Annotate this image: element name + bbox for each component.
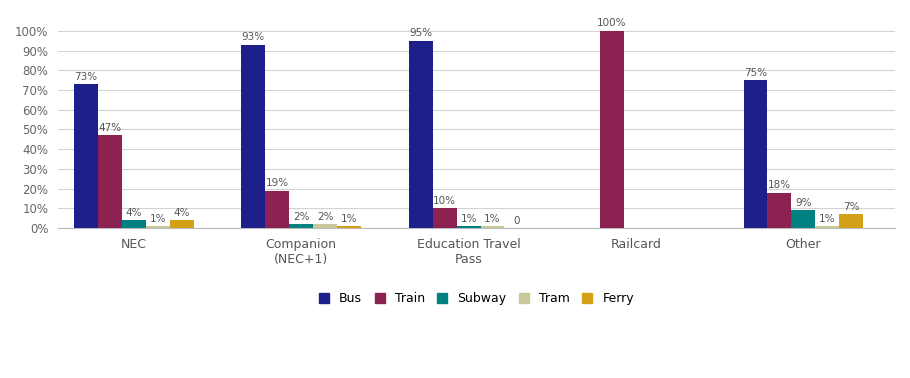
Text: 10%: 10%: [433, 196, 456, 206]
Bar: [74, 84, 98, 228]
Text: 1%: 1%: [460, 214, 477, 224]
Text: 75%: 75%: [744, 68, 767, 78]
Bar: [409, 41, 433, 228]
Text: 18%: 18%: [768, 180, 791, 190]
Text: 1%: 1%: [340, 214, 358, 224]
Text: 1%: 1%: [149, 214, 166, 224]
Bar: [480, 226, 504, 228]
Text: 4%: 4%: [126, 208, 142, 218]
Bar: [169, 220, 194, 228]
Text: 2%: 2%: [293, 212, 309, 222]
Text: 93%: 93%: [242, 32, 265, 42]
Text: 0: 0: [513, 216, 520, 226]
Bar: [792, 210, 815, 228]
Bar: [98, 135, 122, 228]
Text: 73%: 73%: [75, 72, 97, 82]
Bar: [122, 220, 146, 228]
Bar: [600, 31, 624, 228]
Bar: [313, 224, 337, 228]
Bar: [146, 226, 169, 228]
Text: 2%: 2%: [317, 212, 333, 222]
Text: 1%: 1%: [819, 214, 835, 224]
Text: 100%: 100%: [597, 19, 627, 28]
Text: 9%: 9%: [795, 198, 812, 208]
Bar: [839, 214, 863, 228]
Text: 4%: 4%: [174, 208, 190, 218]
Text: 95%: 95%: [410, 28, 432, 38]
Bar: [266, 191, 289, 228]
Bar: [743, 80, 767, 228]
Bar: [337, 226, 361, 228]
Text: 47%: 47%: [98, 123, 121, 133]
Bar: [433, 208, 457, 228]
Text: 7%: 7%: [843, 202, 859, 212]
Bar: [457, 226, 480, 228]
Bar: [241, 45, 266, 228]
Bar: [289, 224, 313, 228]
Legend: Bus, Train, Subway, Tram, Ferry: Bus, Train, Subway, Tram, Ferry: [313, 286, 640, 311]
Text: 1%: 1%: [484, 214, 500, 224]
Text: 19%: 19%: [266, 178, 288, 188]
Bar: [767, 192, 792, 228]
Bar: [815, 226, 839, 228]
